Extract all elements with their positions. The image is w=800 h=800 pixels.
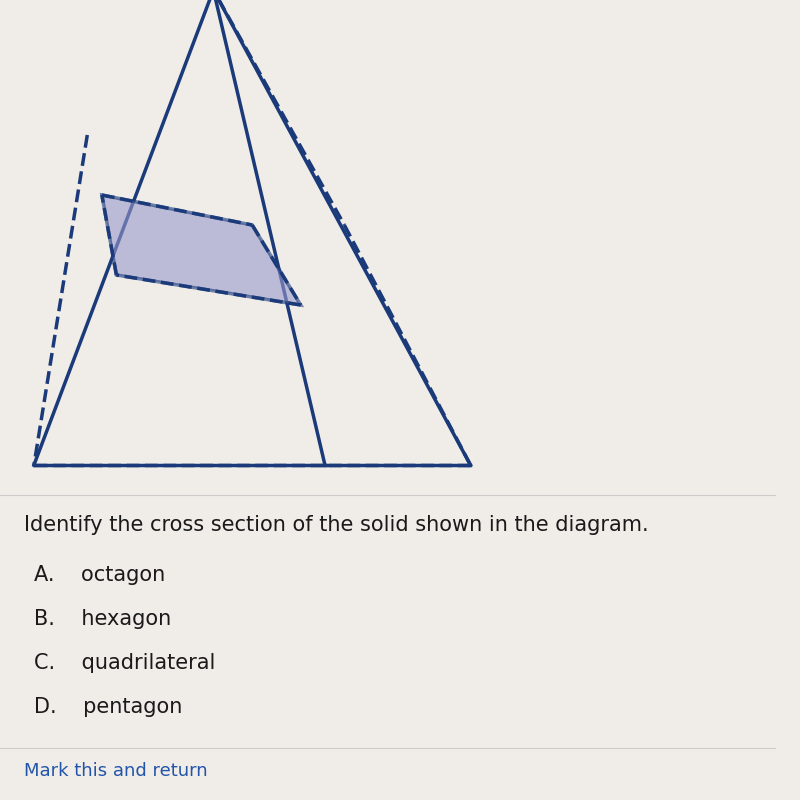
Text: A.    octagon: A. octagon bbox=[34, 565, 165, 585]
Polygon shape bbox=[102, 195, 301, 305]
Text: Mark this and return: Mark this and return bbox=[24, 762, 208, 780]
Text: Identify the cross section of the solid shown in the diagram.: Identify the cross section of the solid … bbox=[24, 515, 649, 535]
Text: C.    quadrilateral: C. quadrilateral bbox=[34, 653, 215, 673]
Text: D.    pentagon: D. pentagon bbox=[34, 697, 182, 717]
Text: B.    hexagon: B. hexagon bbox=[34, 609, 171, 629]
